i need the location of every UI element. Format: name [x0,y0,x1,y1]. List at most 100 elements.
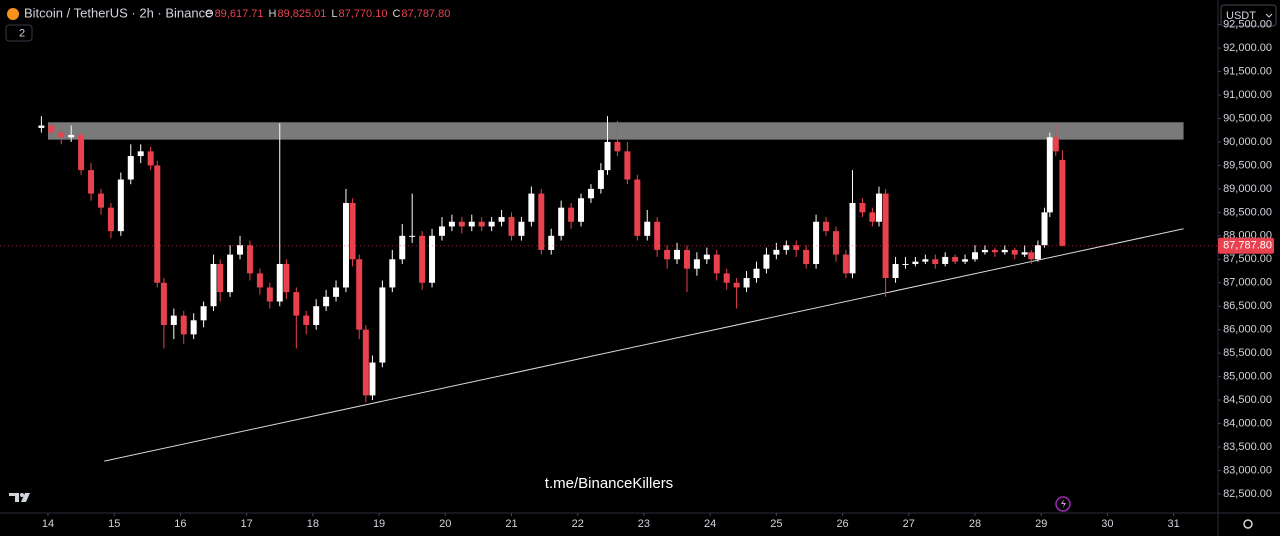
candle-body [399,235,406,260]
candle-body [127,156,134,180]
candle-body [180,315,187,335]
candle-body [654,221,661,250]
candle-body [604,141,611,171]
x-tick-label: 24 [704,518,716,530]
candle-body [733,282,740,288]
plot-area [0,116,1218,462]
candle-body [362,329,369,396]
candle-body [200,306,207,321]
candle-body [803,249,810,264]
y-tick-label: 90,000.00 [1223,136,1272,148]
candle-body [783,245,790,250]
candle-body [1001,249,1008,253]
candle-body [882,193,889,279]
candle-body [912,261,919,264]
y-tick-label: 85,500.00 [1223,347,1272,359]
indicator-toggle[interactable] [5,24,33,42]
candle-body [932,259,939,264]
candle-body [1046,137,1053,213]
candle-body [859,202,866,213]
candle-body [160,282,167,325]
ohlc-value: 87,770.10 [339,8,388,20]
candle-body [587,188,594,199]
x-tick-label: 31 [1168,518,1180,530]
trendline [104,228,1184,462]
candle-body [713,254,720,274]
ohlc-value: 89,617.71 [215,8,264,20]
candle-body [266,287,273,302]
candle-body [154,165,161,283]
alert-icon[interactable] [1055,496,1071,512]
x-tick-label: 14 [42,518,54,530]
candle-body [892,263,899,279]
candle-body [942,256,949,264]
settings-icon[interactable] [1243,519,1253,529]
candle-body [693,259,700,269]
candle-body [723,273,730,283]
candle-body [508,217,515,236]
candle-body [58,132,65,138]
candle-body [922,259,929,262]
candle-body [578,198,585,222]
x-tick-label: 27 [903,518,915,530]
candle-body [78,134,85,171]
x-tick-label: 30 [1101,518,1113,530]
y-tick-label: 89,500.00 [1223,159,1272,171]
candle-body [683,249,690,269]
x-tick-label: 26 [836,518,848,530]
y-tick-label: 89,000.00 [1223,183,1272,195]
candle-body [448,221,455,227]
y-tick-label: 82,500.00 [1223,488,1272,500]
candle-body [498,217,505,222]
candle-body [379,287,386,363]
candle-body [313,306,320,325]
candle-body [842,254,849,274]
candle-body [323,296,330,307]
y-tick-label: 84,500.00 [1223,394,1272,406]
candle-body [548,235,555,250]
candle-body [349,202,356,260]
y-tick-label: 88,500.00 [1223,206,1272,218]
candle-body [568,207,575,222]
candle-body [389,259,396,288]
candle-body [644,221,651,236]
y-tick-label: 91,000.00 [1223,89,1272,101]
candle-body [217,263,224,293]
candle-body [170,315,177,325]
candle-body [971,252,978,260]
ohlc-label: O [205,8,214,20]
y-tick-label: 86,500.00 [1223,300,1272,312]
candle-body [488,221,495,227]
candle-body [1028,252,1035,260]
indicator-count: 2 [19,27,25,39]
candle-body [429,235,436,283]
x-tick-label: 18 [307,518,319,530]
candle-body [773,249,780,255]
y-tick-label: 92,500.00 [1223,19,1272,31]
y-tick-label: 90,500.00 [1223,112,1272,124]
candle-body [763,254,770,269]
candle-body [468,221,475,227]
last-price-box [1218,237,1274,254]
candle-body [342,202,349,288]
currency: USDT [1226,10,1256,22]
candle-body [849,202,856,274]
x-tick-label: 29 [1035,518,1047,530]
ohlc-label: L [331,8,337,20]
candle-body [991,249,998,253]
candle-body [137,151,144,157]
candle-body [1041,212,1048,246]
candle-body [256,273,263,288]
candle-body [1034,245,1041,260]
candle-body [962,259,969,262]
candle-body [813,221,820,264]
currency-select[interactable] [1220,4,1277,27]
candle-body [438,226,445,236]
candle-body [743,278,750,288]
candle-body [1021,252,1028,255]
candle-body [276,263,283,302]
candle-body [832,231,839,255]
candle-body [210,263,217,307]
